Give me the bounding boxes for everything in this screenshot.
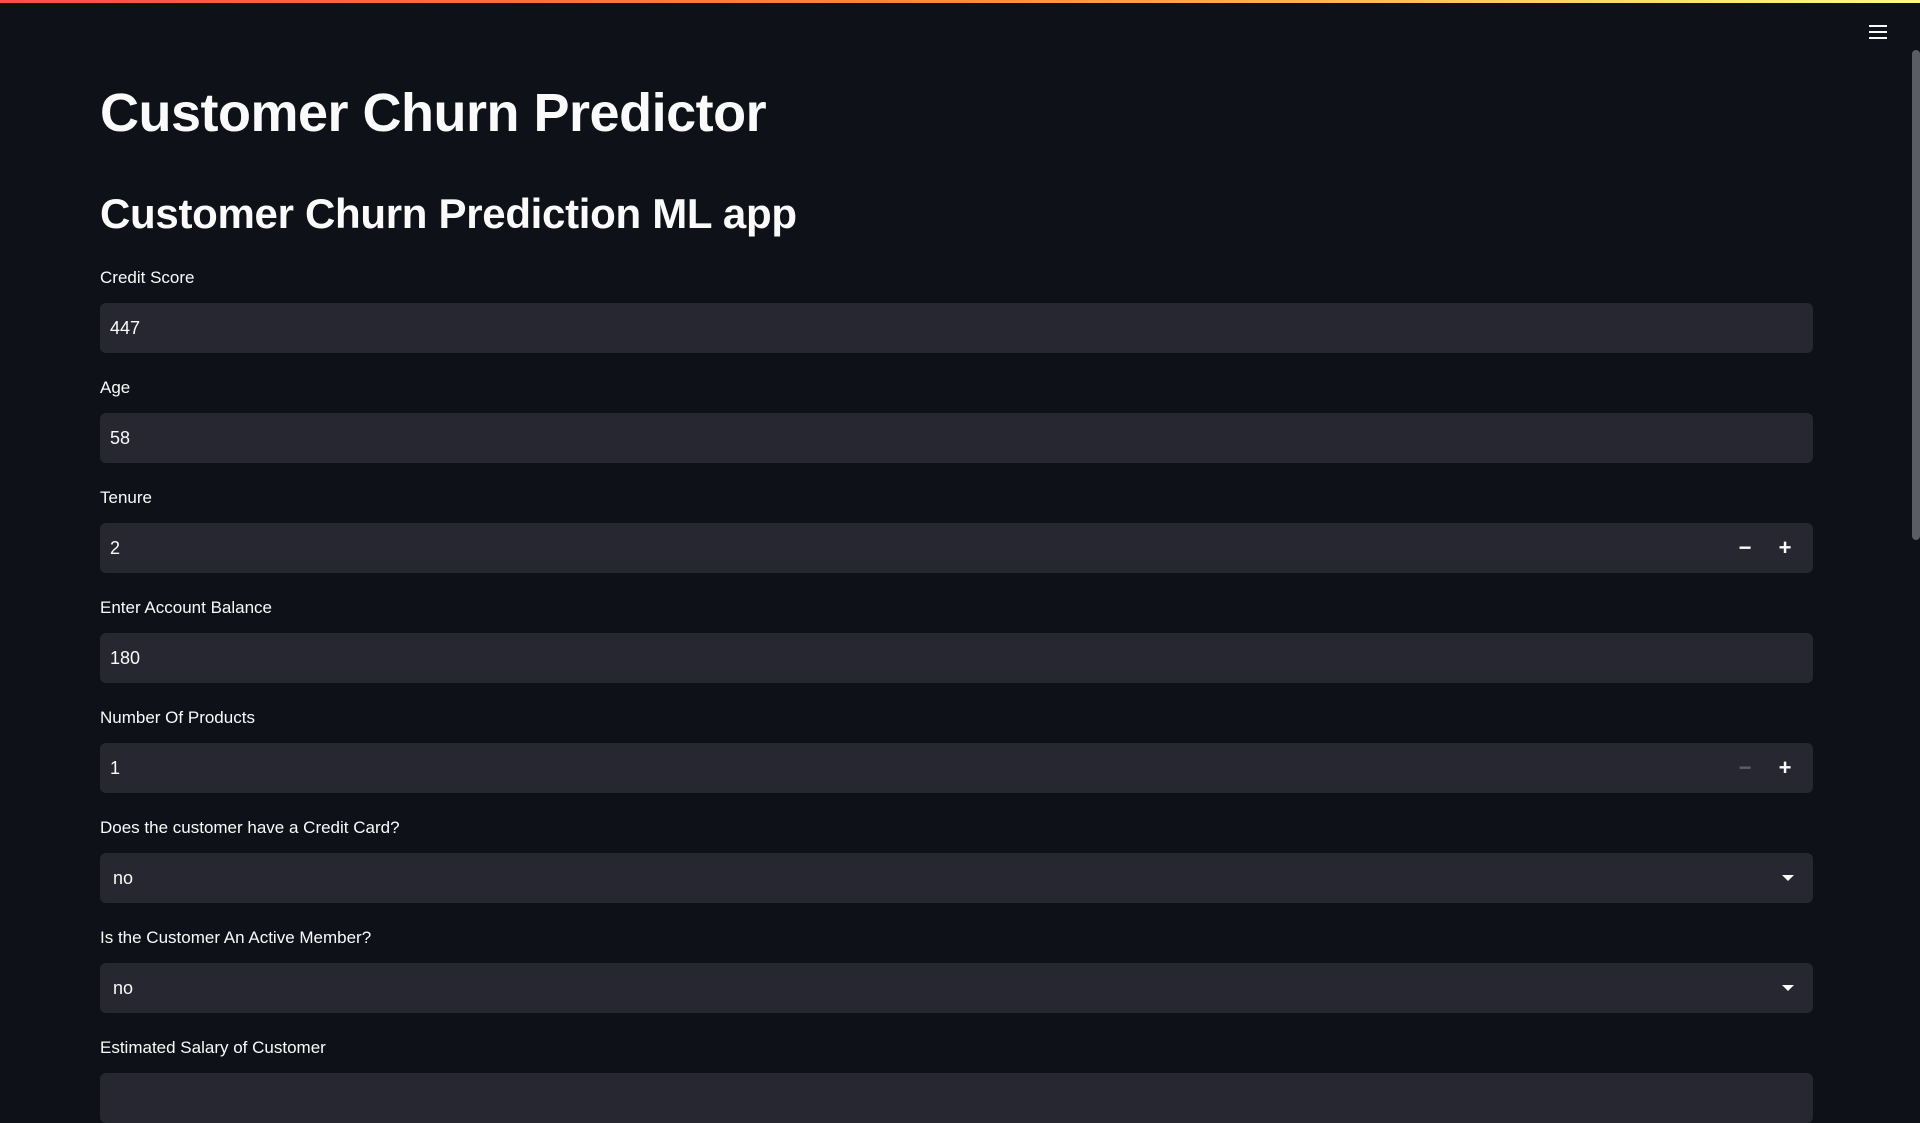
age-field: Age [100, 376, 1813, 463]
tenure-input-container: − + [100, 523, 1813, 573]
active-member-selected-value: no [113, 978, 134, 998]
tenure-label: Tenure [100, 488, 152, 507]
tenure-increment-button[interactable]: + [1778, 535, 1792, 560]
hamburger-menu-icon [1869, 25, 1887, 39]
active-member-dropdown-toggle[interactable] [1763, 963, 1813, 1013]
age-label: Age [100, 378, 131, 397]
credit-card-label: Does the customer have a Credit Card? [100, 818, 400, 837]
age-input-container [100, 413, 1813, 463]
balance-label: Enter Account Balance [100, 598, 273, 617]
chevron-down-icon [1782, 875, 1794, 881]
credit-card-dropdown-toggle[interactable] [1763, 853, 1813, 903]
page-title: Customer Churn Predictor [100, 83, 767, 143]
balance-input[interactable] [100, 633, 1813, 683]
credit-score-input-container [100, 303, 1813, 353]
main-menu-button[interactable] [1866, 20, 1890, 44]
num-products-input-container: − + [100, 743, 1813, 793]
num-products-input[interactable] [100, 743, 1725, 793]
num-products-field: Number Of Products − + [100, 706, 1813, 793]
page-subtitle: Customer Churn Prediction ML app [100, 190, 797, 237]
age-input[interactable] [100, 413, 1813, 463]
app-header-decoration [0, 0, 1920, 3]
salary-label: Estimated Salary of Customer [100, 1038, 326, 1057]
active-member-field: Is the Customer An Active Member? no [100, 926, 1813, 1013]
balance-field: Enter Account Balance [100, 596, 1813, 683]
chevron-down-icon [1782, 985, 1794, 991]
num-products-stepper: − + [1725, 743, 1813, 793]
credit-card-field: Does the customer have a Credit Card? no [100, 816, 1813, 903]
salary-input[interactable] [100, 1073, 1813, 1123]
active-member-select[interactable]: no [100, 963, 1813, 1013]
credit-card-selected-value: no [113, 868, 134, 888]
tenure-input[interactable] [100, 523, 1725, 573]
credit-score-label: Credit Score [100, 268, 195, 287]
salary-input-container [100, 1073, 1813, 1123]
credit-score-field: Credit Score [100, 266, 1813, 353]
num-products-label: Number Of Products [100, 708, 255, 727]
credit-card-select[interactable]: no [100, 853, 1813, 903]
balance-input-container [100, 633, 1813, 683]
num-products-decrement-button[interactable]: − [1738, 755, 1752, 780]
tenure-field: Tenure − + [100, 486, 1813, 573]
page-scrollbar[interactable] [1912, 50, 1920, 540]
tenure-stepper: − + [1725, 523, 1813, 573]
tenure-decrement-button[interactable]: − [1738, 535, 1752, 560]
active-member-label: Is the Customer An Active Member? [100, 928, 372, 947]
credit-score-input[interactable] [100, 303, 1813, 353]
num-products-increment-button[interactable]: + [1778, 755, 1792, 780]
